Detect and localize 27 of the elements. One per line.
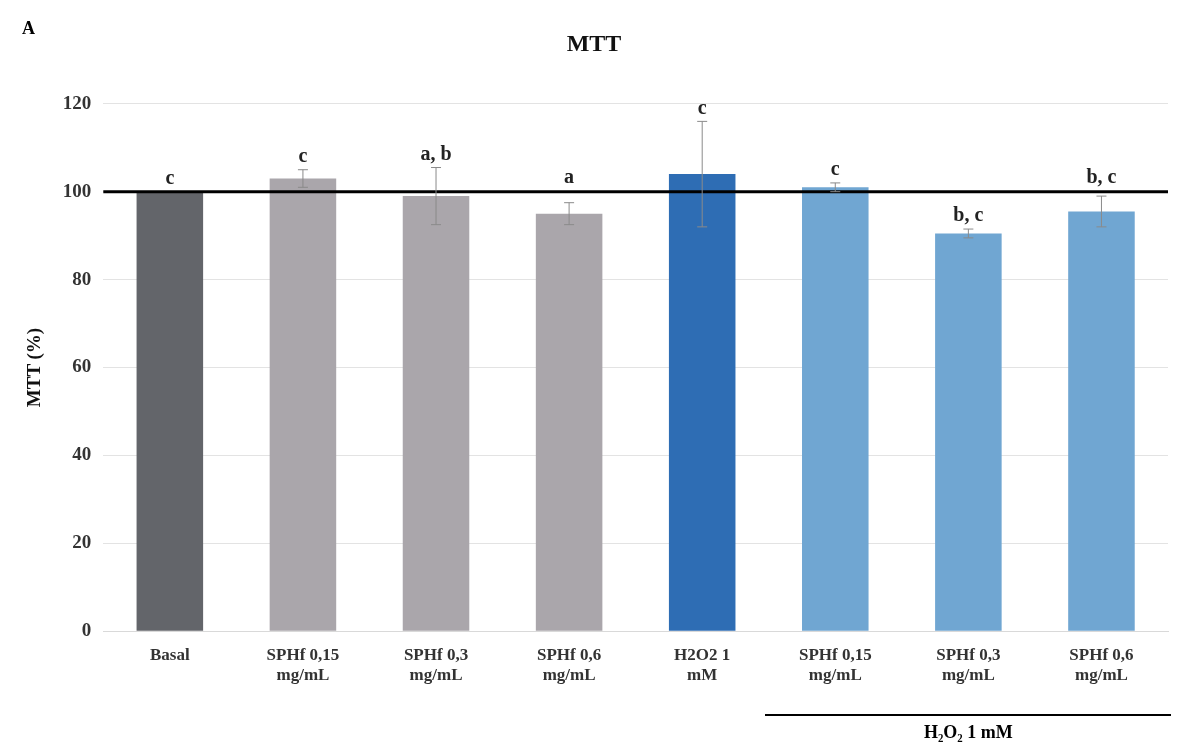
y-tick-label: 20 <box>72 531 92 553</box>
x-tick-label: H2O2 1 mM <box>674 644 731 685</box>
y-tick-label: 40 <box>72 443 92 465</box>
data-label: c <box>830 157 840 180</box>
x-tick-label: SPHf 0,15 mg/mL <box>798 644 872 685</box>
text: A <box>22 18 35 39</box>
data-label: c <box>298 143 308 166</box>
x-tick-label: SPHf 0,6 mg/mL <box>1069 644 1134 685</box>
text: H₂O₂ 1 mM <box>923 722 1013 743</box>
x-tick-label: SPHf 0,3 mg/mL <box>936 644 1001 685</box>
data-label: b, c <box>953 203 984 226</box>
y-tick-label: 120 <box>62 91 92 113</box>
data-label: c <box>165 165 175 188</box>
y-axis-title: MTT (%) <box>23 327 46 408</box>
y-tick-label: 0 <box>81 619 92 641</box>
x-tick-label: SPHf 0,3 mg/mL <box>403 644 469 685</box>
y-tick-label: 60 <box>72 355 92 377</box>
y-tick-label: 100 <box>62 179 92 201</box>
x-tick-label: SPHf 0,6 mg/mL <box>536 644 602 685</box>
data-label: a, b <box>420 141 452 164</box>
x-tick-label: SPHf 0,15 mg/mL <box>266 644 340 685</box>
chart-title: MTT <box>566 29 622 56</box>
y-tick-label: 80 <box>72 267 92 289</box>
data-label: c <box>697 95 707 118</box>
data-label: b, c <box>1086 164 1117 187</box>
data-label: a <box>564 164 575 187</box>
x-tick-label: Basal <box>150 644 190 664</box>
